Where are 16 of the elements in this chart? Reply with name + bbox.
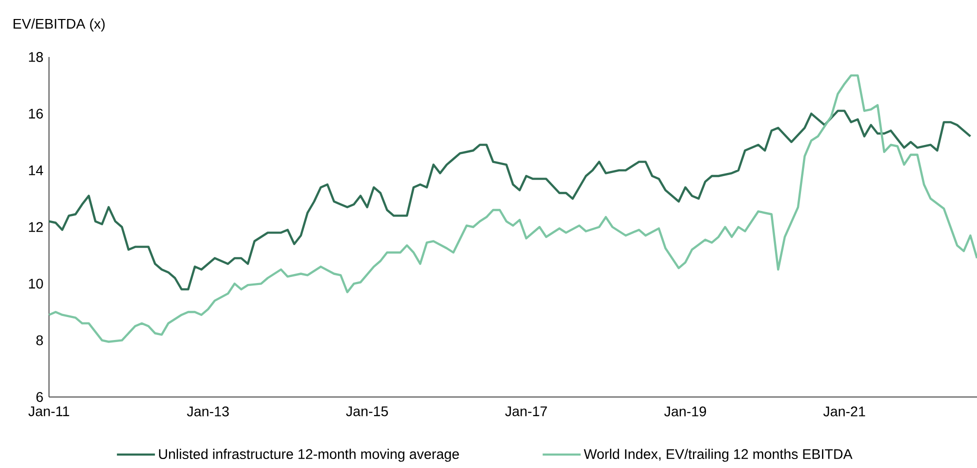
x-tick-label: Jan-19 [664, 406, 706, 416]
y-tick-label: 6 [36, 392, 43, 402]
y-tick-label: 14 [29, 166, 44, 176]
x-tick-label: Jan-15 [346, 406, 388, 416]
y-tick-label: 18 [29, 52, 43, 62]
legend-label: World Index, EV/trailing 12 months EBITDA [584, 448, 852, 462]
y-axis-title: EV/EBITDA (x) [14, 18, 105, 32]
x-tick-label: Jan-11 [28, 406, 70, 416]
x-tick-label: Jan-17 [505, 406, 547, 416]
x-tick-label: Jan-13 [186, 406, 229, 416]
legend-label: Unlisted infrastructure 12-month moving average [159, 448, 459, 462]
y-tick-label: 10 [29, 278, 43, 289]
x-tick-label: Jan-21 [823, 406, 866, 416]
y-tick-label: 12 [29, 222, 43, 232]
y-tick-label: 16 [29, 108, 43, 119]
y-tick-label: 8 [36, 335, 43, 346]
